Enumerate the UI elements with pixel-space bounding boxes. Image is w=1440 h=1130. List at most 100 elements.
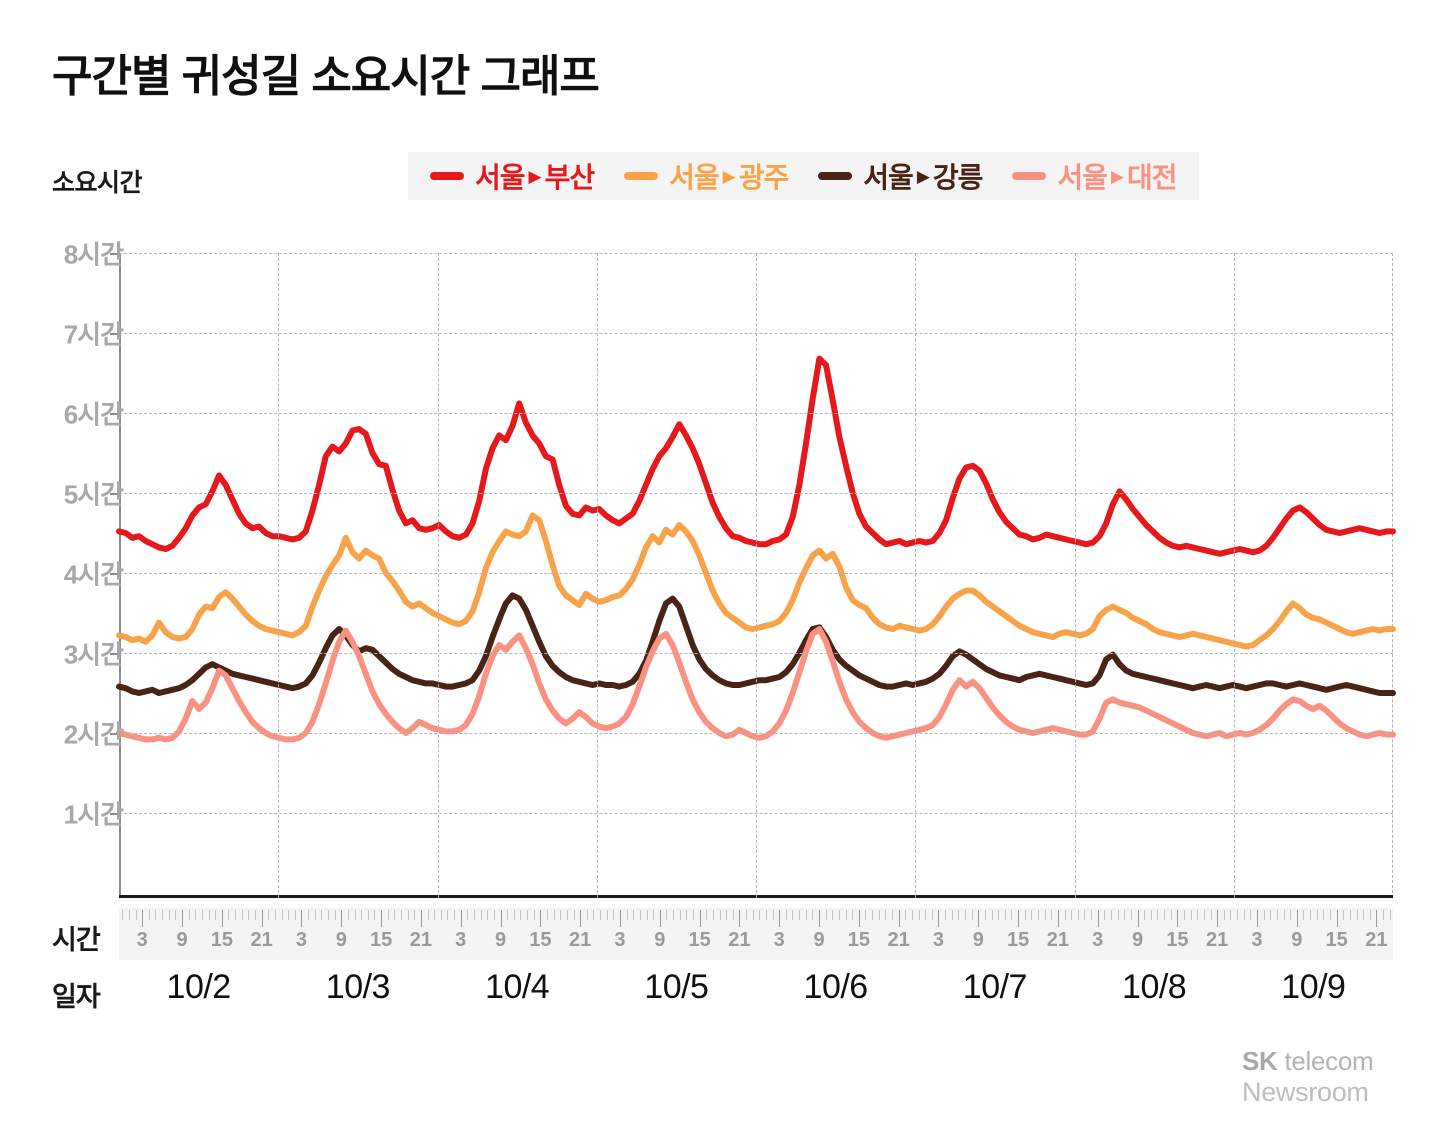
hour-tick-minor (248, 910, 250, 920)
day-gridline (1233, 253, 1235, 898)
hour-tick-minor (235, 910, 237, 920)
date-axis-labels: 10/2 10/3 10/4 10/5 10/6 10/7 10/8 10/9 (119, 968, 1393, 1016)
hour-tick-minor (148, 910, 150, 920)
legend-origin-label: 서울 (1057, 162, 1108, 193)
legend-label: 서울 ▶ 부산 (475, 156, 596, 196)
hour-tick-minor (593, 910, 595, 920)
hour-tick-minor (606, 910, 608, 920)
hour-tick-minor (1243, 910, 1245, 920)
hour-tick-major (1097, 910, 1099, 927)
hour-tick-minor (1038, 910, 1039, 920)
hour-tick-major (182, 910, 184, 927)
hour-tick-minor (434, 910, 436, 920)
hour-tick-minor (1110, 910, 1112, 920)
hour-tick-minor (885, 910, 887, 920)
hour-tick-major (1137, 910, 1139, 927)
hour-tick-minor (838, 910, 840, 920)
day-gridline (1074, 253, 1076, 898)
hour-tick-minor (162, 910, 164, 920)
hour-tick-minor (686, 910, 688, 920)
hour-tick-minor (772, 910, 774, 920)
hour-tick-minor (308, 910, 310, 920)
hour-tick-label: 15 (1006, 929, 1030, 951)
hour-tick-major (739, 910, 741, 927)
hour-tick-minor (971, 910, 973, 920)
legend-destination-label: 부산 (544, 162, 596, 193)
date-tick-label: 10/9 (1281, 968, 1346, 1006)
date-axis-caption: 일자 (52, 982, 101, 1012)
y-tick-label: 8시간 (63, 239, 124, 270)
hour-tick-minor (573, 910, 575, 920)
legend-item[interactable]: 서울 ▶ 대전 (1012, 156, 1178, 196)
arrow-right-icon: ▶ (528, 167, 542, 186)
hour-tick-minor (1157, 910, 1159, 920)
hour-tick-minor (1270, 910, 1272, 920)
hour-tick-minor (1004, 910, 1006, 920)
hour-tick-label: 21 (250, 929, 273, 951)
legend-color-swatch (1012, 172, 1047, 180)
hour-tick-minor (467, 910, 469, 920)
hour-tick-label: 9 (1291, 929, 1303, 951)
hour-tick-minor (1263, 910, 1265, 920)
hour-tick-minor (414, 910, 416, 920)
hour-tick-minor (905, 910, 907, 920)
hour-tick-minor (1389, 910, 1391, 920)
sk-telecom-newsroom-logo: SK telecom Newsroom (1242, 1046, 1374, 1109)
arrow-right-icon: ▶ (1110, 167, 1124, 186)
hour-tick-minor (533, 910, 535, 920)
hour-tick-minor (845, 910, 847, 920)
page-title: 구간별 귀성길 소요시간 그래프 (52, 52, 600, 101)
hour-tick-minor (1349, 910, 1351, 920)
hour-tick-minor (719, 910, 721, 920)
hour-tick-minor (712, 910, 714, 920)
hour-tick-minor (805, 910, 807, 920)
hour-tick-minor (732, 910, 734, 920)
hour-tick-label: 3 (932, 929, 945, 951)
legend-item[interactable]: 서울 ▶ 광주 (624, 156, 789, 196)
y-tick-mark (110, 333, 119, 335)
date-tick-label: 10/2 (166, 968, 232, 1006)
hour-tick-label: 9 (335, 929, 347, 951)
hour-tick-label: 9 (494, 929, 507, 951)
hour-tick-minor (918, 910, 920, 920)
y-tick-label: 2시간 (63, 719, 124, 750)
hour-tick-minor (347, 910, 349, 920)
hour-tick-minor (1356, 910, 1358, 920)
hour-tick-minor (1084, 910, 1086, 920)
hour-tick-minor (892, 910, 894, 920)
hour-tick-minor (566, 910, 568, 920)
y-axis-caption: 소요시간 (52, 169, 143, 197)
hour-tick-minor (965, 910, 967, 920)
hour-tick-minor (1383, 910, 1385, 920)
day-gridline (437, 253, 439, 898)
hour-tick-minor (832, 910, 834, 920)
hour-tick-minor (294, 910, 296, 920)
hour-tick-minor (792, 910, 794, 920)
hour-tick-label: 3 (614, 929, 626, 951)
legend-item[interactable]: 서울 ▶ 부산 (430, 156, 596, 196)
hour-tick-minor (1183, 910, 1185, 920)
hour-tick-major (978, 910, 980, 927)
chart-legend: 서울 ▶ 부산 서울 ▶ 광주 서울 ▶ 강릉 서울 ▶ 대전 (408, 152, 1199, 200)
day-gridline (596, 253, 598, 898)
hour-tick-minor (1323, 910, 1325, 920)
hour-tick-minor (613, 910, 615, 920)
hour-tick-label: 3 (773, 929, 785, 951)
hour-tick-major (1256, 910, 1258, 927)
hour-tick-major (659, 910, 661, 927)
hour-tick-minor (473, 910, 475, 920)
hour-tick-major (819, 910, 821, 927)
y-tick-label: 3시간 (63, 639, 124, 670)
legend-item[interactable]: 서울 ▶ 강릉 (818, 156, 983, 196)
logo-sk-mark: SK (1242, 1046, 1278, 1076)
hour-tick-minor (1144, 910, 1146, 920)
hour-tick-major (381, 910, 383, 927)
hour-tick-minor (188, 910, 190, 920)
hour-tick-major (500, 910, 502, 927)
legend-color-swatch (818, 172, 853, 180)
hour-tick-minor (1203, 910, 1205, 920)
hour-tick-label: 3 (455, 929, 467, 951)
hour-tick-minor (281, 910, 283, 920)
hour-tick-minor (321, 910, 323, 920)
date-tick-label: 10/6 (803, 968, 869, 1006)
